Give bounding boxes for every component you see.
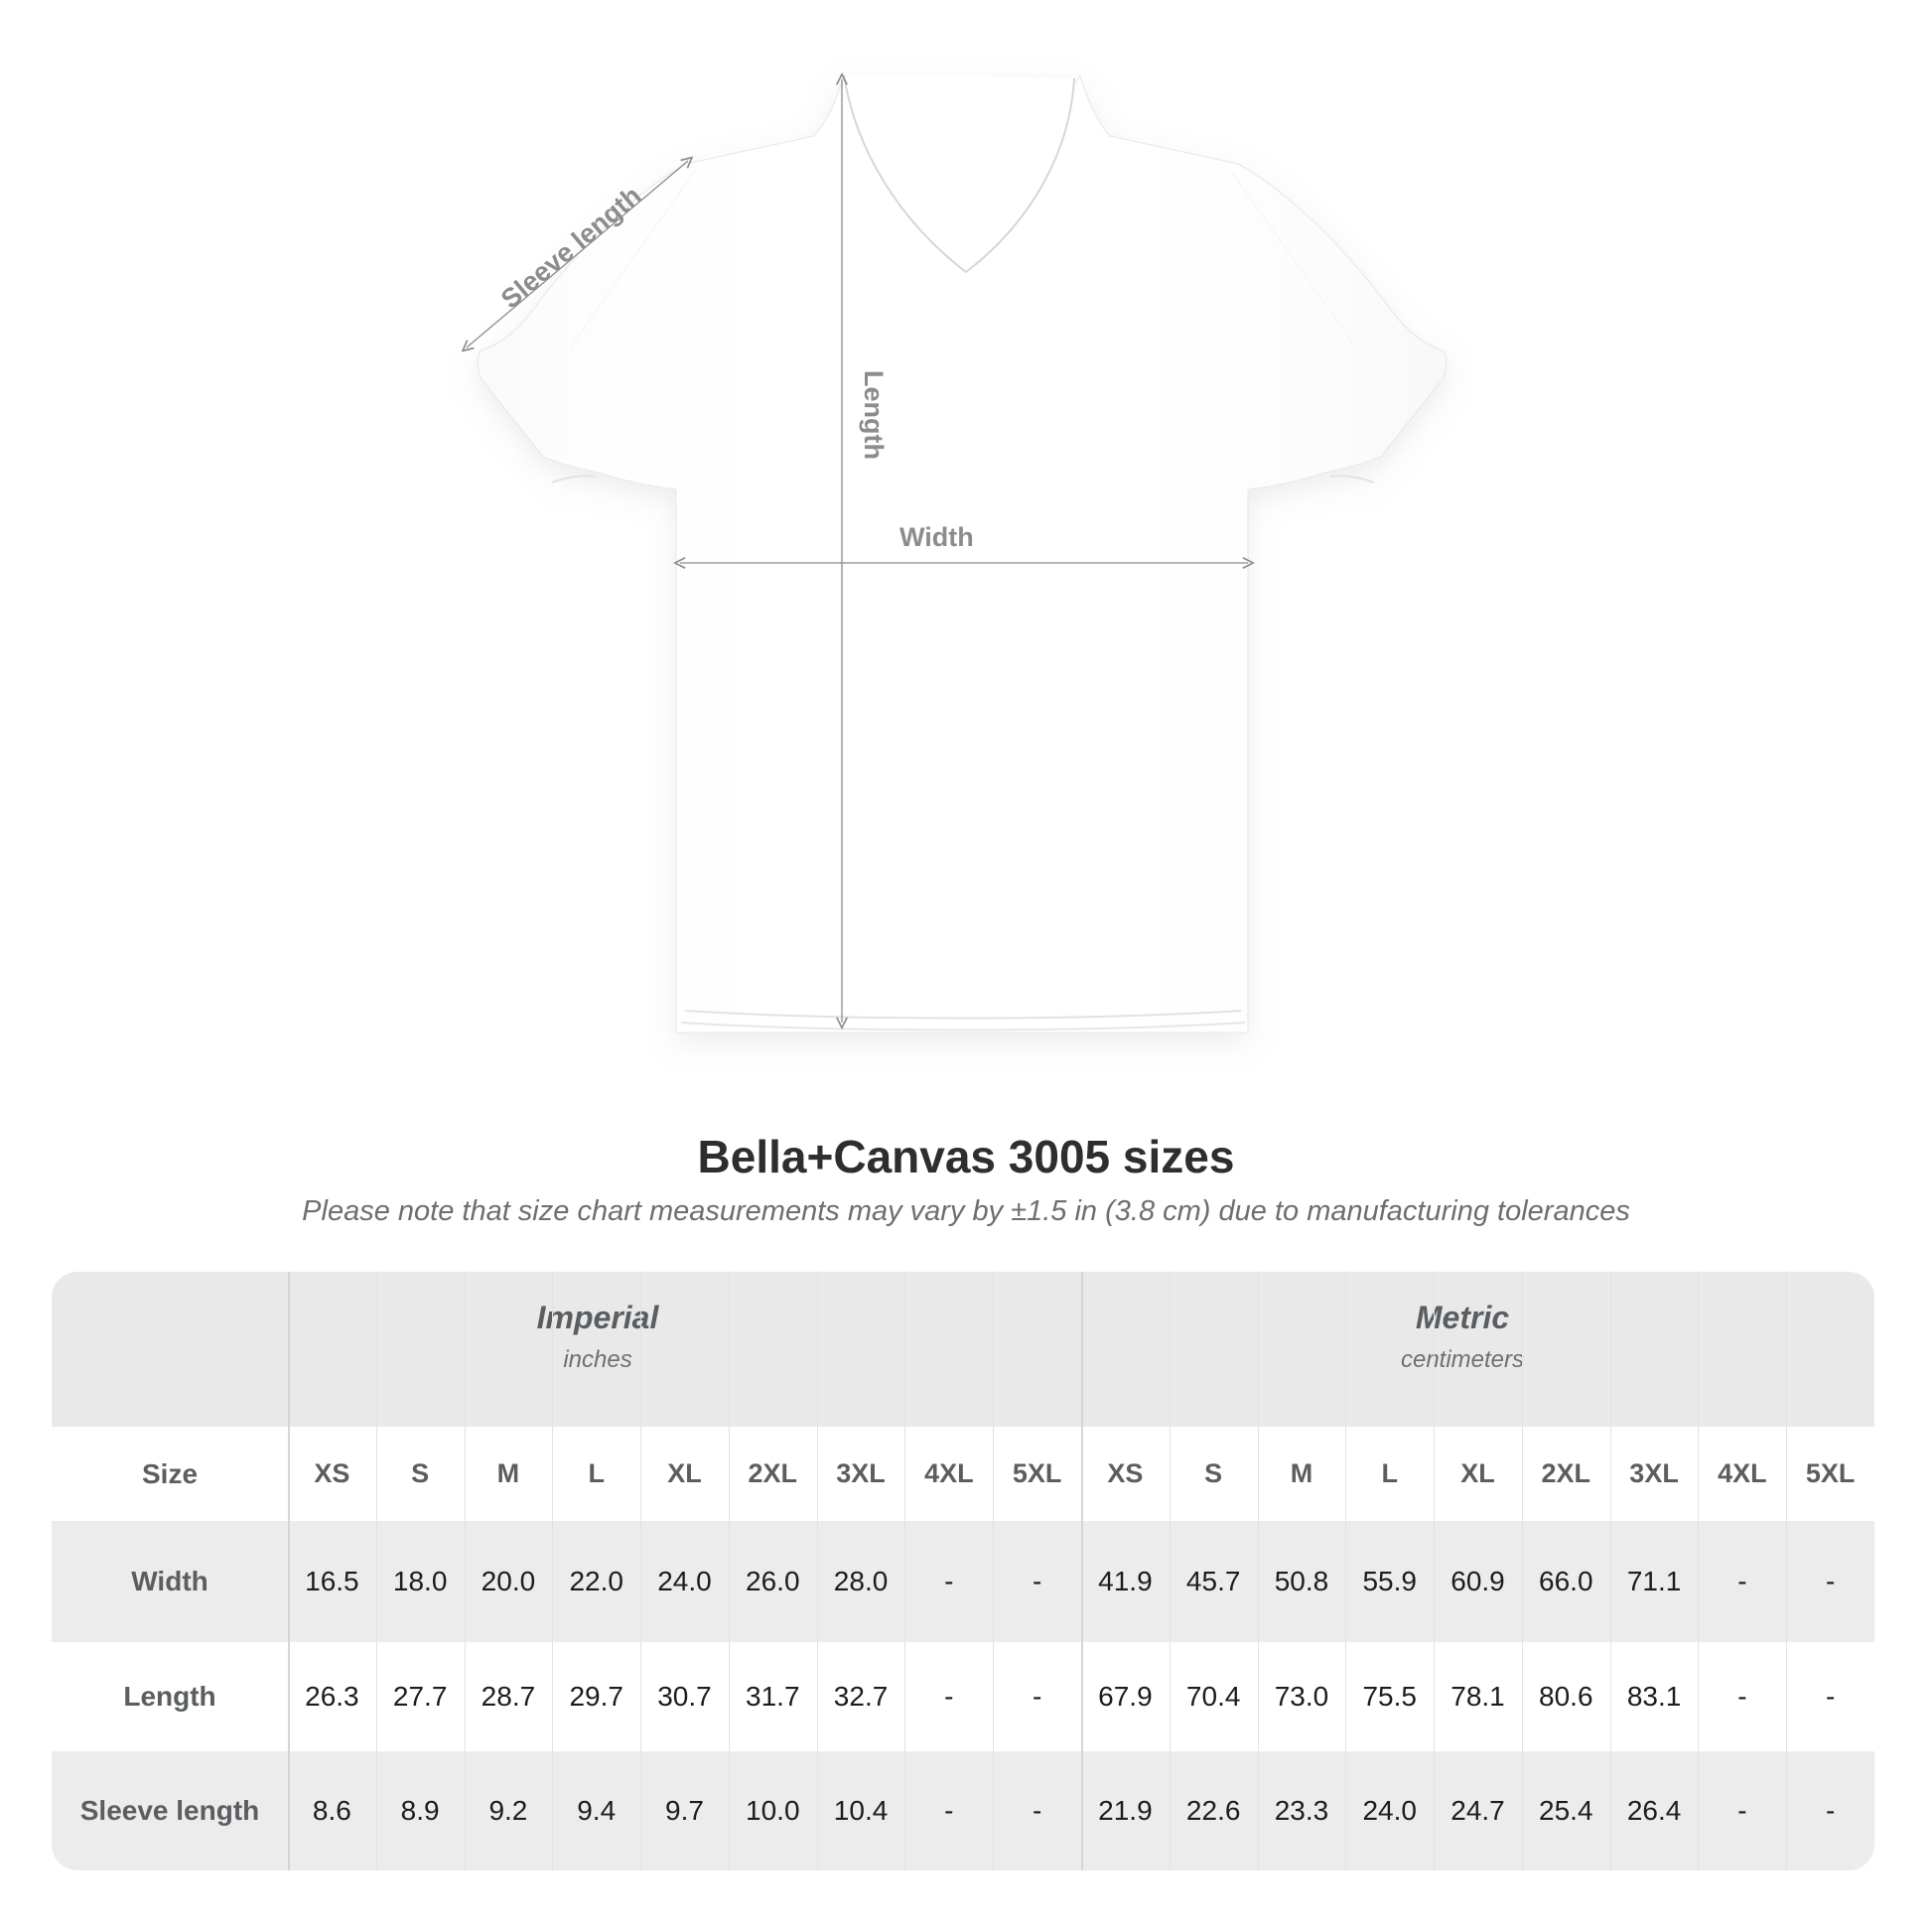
svg-text:Length: Length — [859, 370, 889, 460]
svg-text:Width: Width — [899, 522, 974, 552]
